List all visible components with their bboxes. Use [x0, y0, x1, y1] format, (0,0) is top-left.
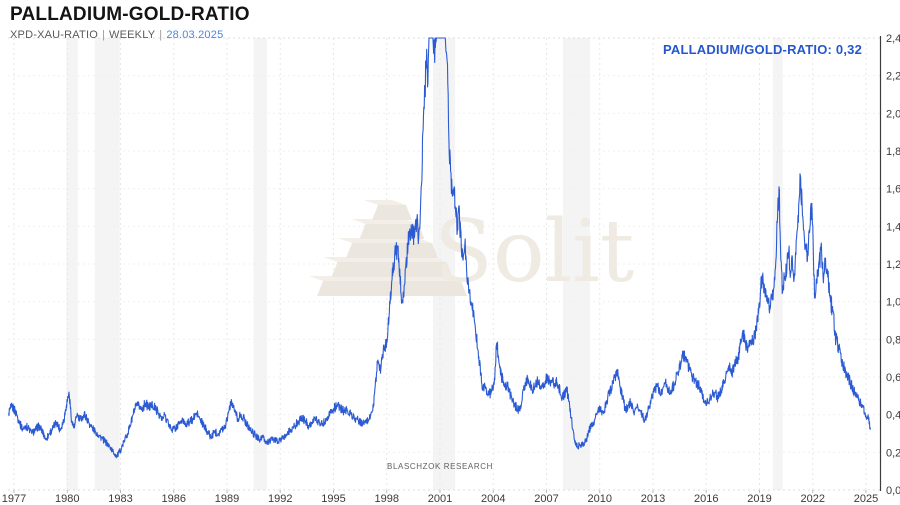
x-axis-label: 1980	[55, 493, 79, 505]
x-axis-label: 1983	[108, 493, 132, 505]
x-axis-label: 2013	[641, 493, 665, 505]
x-axis-label: 2004	[481, 493, 505, 505]
x-axis-label: 1998	[375, 493, 399, 505]
x-axis-label: 2016	[694, 493, 718, 505]
x-axis-label: 2001	[428, 493, 452, 505]
y-axis-label: 1,2	[886, 259, 900, 271]
chart-header: PALLADIUM-GOLD-RATIO XPD-XAU-RATIO | WEEKL…	[10, 4, 250, 41]
subtitle-separator: |	[101, 29, 106, 41]
y-axis-label: 1,4	[886, 221, 900, 233]
x-axis-label: 1989	[215, 493, 239, 505]
recession-band	[772, 38, 783, 490]
x-axis-label: 1992	[268, 493, 292, 505]
x-axis-label: 2010	[588, 493, 612, 505]
subtitle-frequency: WEEKLY	[109, 29, 156, 41]
x-axis-label: 2025	[854, 493, 878, 505]
watermark: Solit	[309, 200, 634, 302]
y-axis-label: 1,0	[886, 297, 900, 309]
recession-band	[563, 38, 590, 490]
stepped-pyramid-icon	[323, 257, 447, 262]
stepped-pyramid-icon	[364, 200, 406, 205]
y-axis-label: 1,6	[886, 184, 900, 196]
x-axis-label: 1977	[2, 493, 26, 505]
y-axis-label: 0,8	[886, 334, 900, 346]
subtitle-instrument: XPD-XAU-RATIO	[10, 29, 98, 41]
x-axis-label: 1995	[321, 493, 345, 505]
x-axis-label: 2019	[747, 493, 771, 505]
y-axis-label: 1,8	[886, 146, 900, 158]
y-axis-label: 0,4	[886, 410, 900, 422]
y-axis-label: 2,4	[886, 33, 900, 45]
chart-title: PALLADIUM-GOLD-RATIO	[10, 4, 250, 25]
y-axis-label: 0,6	[886, 372, 900, 384]
y-axis-label: 2,0	[886, 108, 900, 120]
x-axis-label: 1986	[162, 493, 186, 505]
recession-band	[66, 38, 78, 490]
y-axis-label: 0,2	[886, 447, 900, 459]
x-axis-label: 2007	[534, 493, 558, 505]
research-credit: BLASCHZOK RESEARCH	[387, 462, 493, 471]
watermark-text: Solit	[434, 202, 634, 302]
subtitle-separator: |	[159, 29, 163, 41]
stepped-pyramid-icon	[309, 276, 461, 281]
ratio-line	[8, 37, 871, 459]
x-axis-label: 2022	[801, 493, 825, 505]
stepped-pyramid-icon	[351, 219, 419, 224]
stepped-pyramid-icon	[346, 243, 438, 258]
stepped-pyramid-icon	[317, 281, 467, 296]
current-ratio-label: PALLADIUM/GOLD-RATIO: 0,32	[663, 42, 862, 57]
subtitle-date: 28.03.2025	[166, 29, 224, 41]
y-axis-label: 2,2	[886, 71, 900, 83]
stepped-pyramid-icon	[372, 205, 412, 220]
y-axis-label: 0,0	[886, 485, 900, 497]
chart-subtitle: XPD-XAU-RATIO | WEEKLY | 28.03.2025	[10, 29, 250, 41]
